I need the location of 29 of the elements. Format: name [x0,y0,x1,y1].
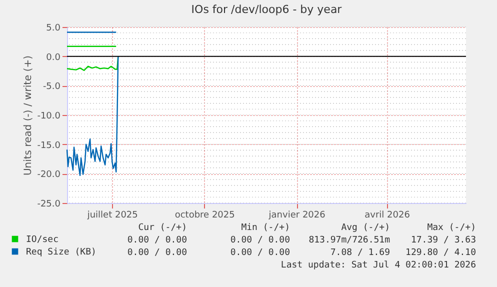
text: Max (-/+) [427,223,476,233]
y-axis-title: Units read (-) / write (+) [23,55,34,176]
text: Min (-/+) [241,223,290,233]
text: 0.00 / 0.00 [230,236,290,246]
y-tick-label: -10.0 [37,112,61,122]
text: 0.00 / 0.00 [127,248,187,258]
y-tick-label: 5.0 [46,24,61,34]
y-tick-label: -15.0 [37,140,61,151]
text: 17.39 / 3.63 [410,236,476,246]
x-tick-label: avril 2026 [364,210,410,220]
x-tick-label: juillet 2025 [86,210,138,220]
text: 0.00 / 0.00 [127,236,187,246]
legend-label: IO/sec [26,235,59,245]
x-tick-label: janvier 2026 [268,210,326,220]
chart-title: IOs for /dev/loop6 - by year [191,3,342,16]
text: 813.97m/726.51m [308,236,390,246]
line-series [66,56,119,176]
y-tick-label: -20.0 [37,170,61,180]
text: Cur (-/+) [138,223,187,233]
text: Last update: Sat Jul 4 02:00:01 2026 [280,260,476,270]
text: 0.00 / 0.00 [230,248,290,258]
text: 129.80 / 4.10 [406,248,476,258]
x-tick-label: octobre 2025 [174,210,235,220]
legend-label: Req Size (KB) [26,248,96,258]
y-tick-label: -5.0 [42,82,61,92]
y-tick-label: -25.0 [37,200,61,210]
text: Avg (-/+) [341,223,390,233]
text: 7.08 / 1.69 [330,248,390,258]
y-tick-label: 0.0 [46,52,61,63]
